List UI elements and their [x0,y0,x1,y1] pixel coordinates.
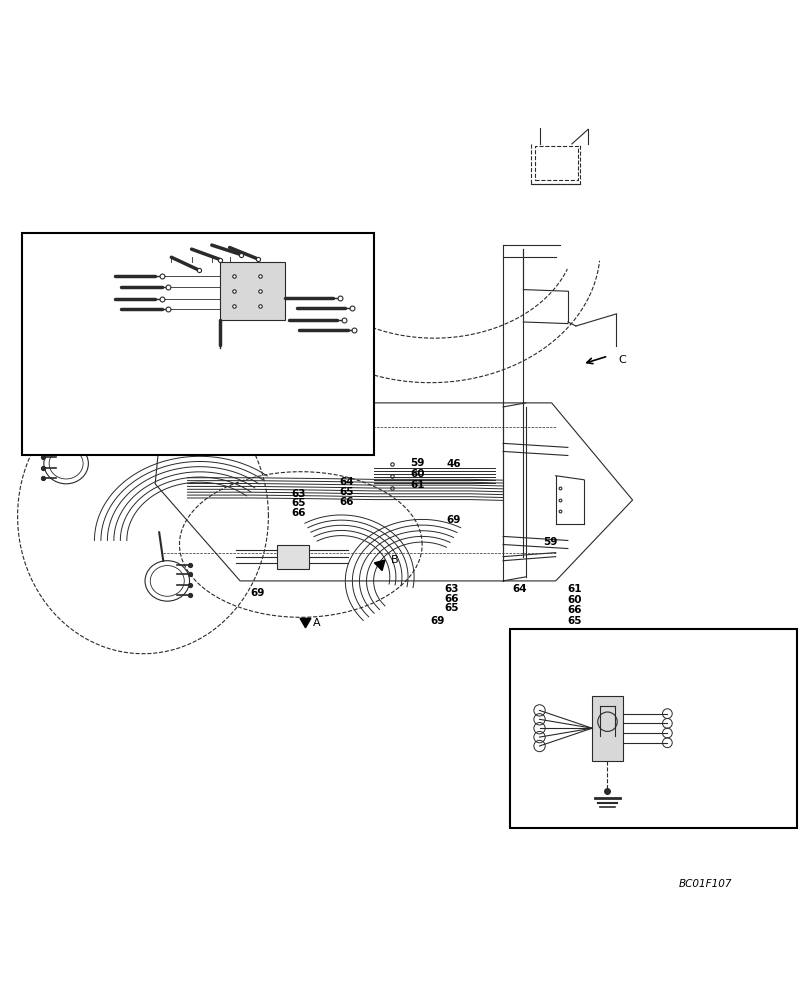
Text: 63: 63 [290,489,305,499]
Text: 65: 65 [290,498,305,508]
Text: 59: 59 [410,458,424,468]
Bar [22,233,373,455]
Text: 52: 52 [210,246,225,256]
Text: 15: 15 [92,305,107,315]
Text: 46: 46 [151,252,165,262]
Text: 64: 64 [339,477,354,487]
Text: B: B [517,631,526,644]
Text: 14: 14 [82,294,97,304]
Text: 69: 69 [521,723,534,733]
Text: 60: 60 [410,469,424,479]
Text: 53: 53 [236,252,251,262]
Bar [220,262,285,320]
Bar [509,629,796,828]
Polygon shape [34,405,82,423]
Bar [277,545,308,569]
Text: 65: 65 [339,487,354,497]
Text: 25: 25 [283,339,297,349]
Text: 46: 46 [446,459,461,469]
Text: 67: 67 [713,642,727,652]
Text: 10: 10 [67,283,82,293]
Text: 61: 61 [567,584,581,594]
Text: 63: 63 [444,584,459,594]
Text: 69: 69 [430,616,444,626]
Text: 66: 66 [290,508,305,518]
Text: C: C [617,355,625,365]
Text: A: A [312,618,320,628]
Text: 26: 26 [296,299,311,309]
Text: 65: 65 [567,616,581,626]
Text: 66: 66 [444,594,459,604]
Text: 32: 32 [218,331,233,341]
Text: 65: 65 [444,603,459,613]
Bar [591,696,622,761]
Text: 64: 64 [513,584,527,594]
Text: 59: 59 [543,537,557,547]
Text: 66: 66 [567,605,581,615]
Text: 33: 33 [210,341,225,351]
Text: 68: 68 [571,796,586,806]
Text: A: A [30,439,39,452]
Text: 69: 69 [446,515,461,525]
Text: 66: 66 [339,497,354,507]
Text: BC01F107: BC01F107 [678,879,732,889]
Text: 11: 11 [94,266,109,276]
Text: 54: 54 [155,341,169,351]
Text: 61: 61 [410,480,424,490]
Text: 60: 60 [567,595,581,605]
Text: B: B [390,555,397,565]
Text: 69: 69 [251,588,264,598]
